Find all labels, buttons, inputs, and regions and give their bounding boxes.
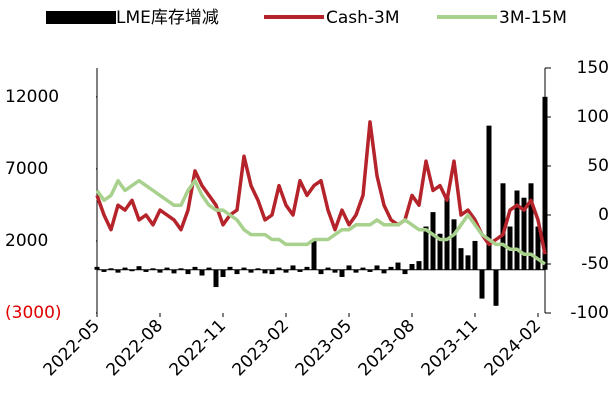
y-tick-label: 2000 <box>5 231 48 251</box>
bar <box>101 269 107 272</box>
bar <box>171 269 177 274</box>
bar <box>311 240 317 270</box>
line <box>95 120 547 255</box>
x-tick-label: 2023-11 <box>418 316 482 380</box>
bar <box>500 183 506 270</box>
bar <box>374 265 380 270</box>
bar <box>535 226 541 270</box>
x-tick-label: 2024-02 <box>481 316 545 380</box>
bar <box>381 269 387 274</box>
x-tick-label: 2022-11 <box>166 316 230 380</box>
bar <box>234 269 240 275</box>
bar <box>388 266 394 270</box>
bar <box>129 269 135 272</box>
bar <box>136 266 142 270</box>
bar <box>346 265 352 270</box>
y-tick-label: (3000) <box>5 303 62 323</box>
bar <box>339 269 345 277</box>
legend-label: Cash-3M <box>326 8 400 28</box>
bar <box>367 269 373 272</box>
bar <box>402 269 408 275</box>
bar <box>318 269 324 275</box>
bar <box>290 265 296 270</box>
bar <box>304 266 310 270</box>
y2-tick-label: 100 <box>577 107 609 127</box>
bar <box>143 269 149 272</box>
bar <box>332 269 338 273</box>
bar <box>437 233 443 270</box>
y-tick-label: 12000 <box>5 87 59 107</box>
bar <box>416 261 422 270</box>
bar <box>248 269 254 273</box>
bar <box>472 240 478 270</box>
legend-label: LME库存增减 <box>116 8 219 28</box>
bar <box>514 190 520 270</box>
bar <box>255 268 261 270</box>
bar <box>479 269 485 299</box>
bar <box>395 262 401 270</box>
legend-label: 3M-15M <box>499 8 567 28</box>
bar <box>486 125 492 270</box>
bar <box>164 267 170 270</box>
x-tick-label: 2023-08 <box>355 316 419 380</box>
bar <box>241 267 247 270</box>
y2-tick-label: 50 <box>587 156 609 176</box>
bar <box>192 266 198 270</box>
y2-tick-label: -100 <box>570 303 609 323</box>
x-tick-label: 2023-02 <box>229 316 293 380</box>
legend-swatch <box>46 11 116 24</box>
bar <box>458 248 464 270</box>
y2-tick-label: 150 <box>577 58 609 78</box>
bar <box>528 183 534 270</box>
bar <box>283 269 289 273</box>
bar <box>325 267 331 270</box>
x-tick-label: 2022-08 <box>103 316 167 380</box>
bar <box>150 268 156 270</box>
bar <box>262 269 268 274</box>
x-tick-label: 2022-05 <box>40 316 104 380</box>
bar <box>360 267 366 270</box>
bar <box>199 269 205 276</box>
bar <box>430 212 436 270</box>
bar <box>276 267 282 270</box>
x-tick-label: 2023-05 <box>292 316 356 380</box>
bar <box>444 197 450 270</box>
bar <box>409 264 415 270</box>
bar <box>353 269 359 273</box>
bar <box>269 269 275 275</box>
line <box>95 178 547 266</box>
y2-tick-label: -50 <box>581 254 609 274</box>
bar <box>423 226 429 270</box>
bar <box>108 268 114 270</box>
y-tick-label: 7000 <box>5 159 48 179</box>
bar <box>297 269 303 272</box>
bar <box>542 96 548 270</box>
bar <box>178 268 184 270</box>
bar <box>157 269 163 273</box>
bar <box>213 269 219 288</box>
bar <box>206 267 212 270</box>
bar <box>521 197 527 270</box>
bar <box>227 266 233 270</box>
bar <box>451 219 457 270</box>
bar <box>493 269 499 306</box>
bar <box>115 269 121 273</box>
bar <box>465 255 471 270</box>
bar <box>94 266 100 270</box>
bar <box>220 269 226 277</box>
bar <box>185 269 191 275</box>
bar <box>122 267 128 270</box>
y2-tick-label: 0 <box>598 205 609 225</box>
